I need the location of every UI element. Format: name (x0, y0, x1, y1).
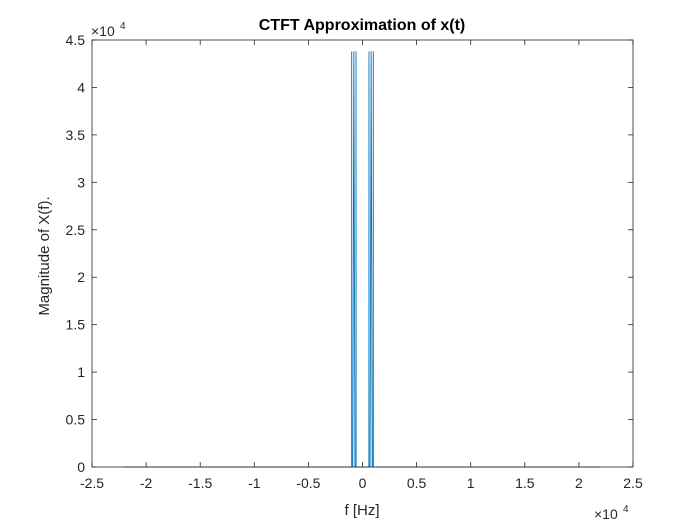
y-tick-label: 1.5 (66, 317, 86, 333)
y-exponent-base: ×10 (91, 23, 115, 39)
y-tick-label: 0 (77, 459, 85, 475)
y-exponent-label: ×10 4 (91, 21, 126, 39)
y-axis-label: Magnitude of X(f). (36, 196, 53, 315)
chart-title: CTFT Approximation of x(t) (259, 17, 466, 34)
x-exponent-base: ×10 (594, 506, 618, 522)
y-tick-label: 0.5 (66, 412, 86, 428)
y-exponent-power: 4 (120, 21, 126, 32)
y-tick-label: 3.5 (66, 127, 86, 143)
x-tick-label: -1 (248, 475, 261, 491)
y-tick-label: 2.5 (66, 222, 86, 238)
y-tick-label: 2 (77, 269, 85, 285)
x-exponent-power: 4 (623, 504, 629, 515)
x-tick-label: 1.5 (515, 475, 535, 491)
y-tick-label: 4 (77, 79, 85, 95)
plot-layer: -2.5 -2 -1.5 -1 -0.5 0 0.5 1 1.5 2 2.5 0 0.5 1 1.5 2 2.5… (66, 32, 643, 491)
x-tick-label: 2.5 (623, 475, 643, 491)
x-tick-label: 1 (467, 475, 475, 491)
x-tick-label: -2 (140, 475, 153, 491)
plot-area (92, 40, 633, 467)
y-tick-label: 4.5 (66, 32, 86, 48)
y-tick-label: 3 (77, 174, 85, 190)
x-tick-label: -0.5 (296, 475, 320, 491)
y-tick-label: 1 (77, 364, 85, 380)
x-tick-label: 0 (359, 475, 367, 491)
x-exponent-label: ×10 4 (594, 504, 629, 522)
x-tick-label: -1.5 (188, 475, 212, 491)
x-tick-label: 0.5 (407, 475, 427, 491)
x-tick-label: -2.5 (80, 475, 104, 491)
x-tick-label: 2 (575, 475, 583, 491)
x-axis-label: f [Hz] (344, 502, 379, 519)
